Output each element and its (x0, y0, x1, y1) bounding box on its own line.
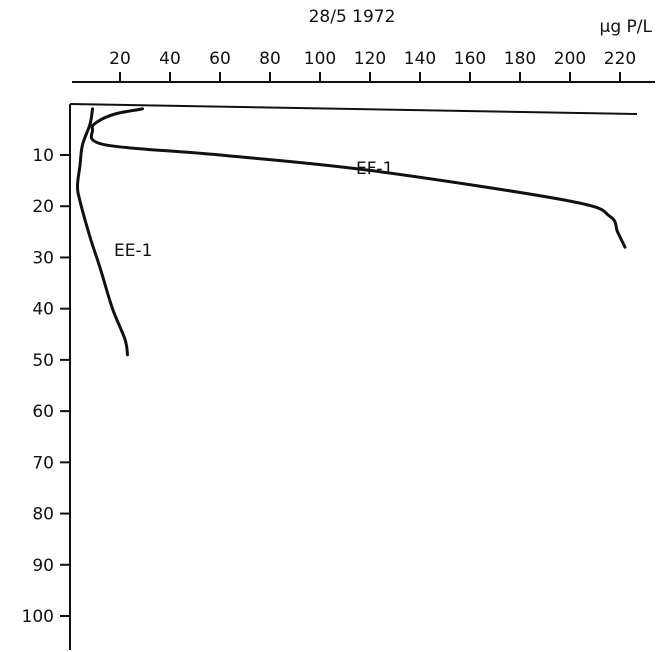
x-tick-label: 120 (354, 49, 386, 69)
x-tick-label: 160 (454, 49, 486, 69)
y-tick-label: 50 (32, 351, 54, 371)
x-tick-label: 140 (404, 49, 436, 69)
y-tick-label: 40 (32, 300, 54, 320)
x-tick-label: 60 (209, 49, 231, 69)
y-tick-label: 90 (32, 556, 54, 576)
top-frame-line (69, 103, 638, 115)
y-tick-label: 30 (32, 248, 54, 268)
x-tick-label: 180 (504, 49, 536, 69)
series-group: EF-1 EE-1 (76, 107, 627, 357)
y-tick-label: 60 (32, 402, 54, 422)
y-axis: 10 20 30 40 50 60 70 80 90 100 (22, 103, 638, 650)
x-tick-label: 20 (109, 49, 131, 69)
x-axis-unit-label: µg P/L (600, 17, 653, 37)
x-tick-label: 100 (304, 49, 336, 69)
chart-title: 28/5 1972 (309, 7, 396, 27)
x-tick-label: 200 (554, 49, 586, 69)
x-tick-label: 80 (259, 49, 281, 69)
y-tick-label: 80 (32, 505, 54, 525)
y-tick-label: 70 (32, 453, 54, 473)
series-label: EF-1 (356, 159, 393, 179)
series-line-ef-1 (89, 107, 627, 249)
series-label: EE-1 (114, 241, 152, 261)
x-tick-label: 220 (604, 49, 636, 69)
x-axis-ticks: 20 40 60 80 100 120 140 160 180 200 220 (109, 49, 636, 82)
y-tick-label: 20 (32, 197, 54, 217)
y-axis-ticks: 10 20 30 40 50 60 70 80 90 100 (22, 146, 70, 627)
y-tick-label: 10 (32, 146, 54, 166)
x-tick-label: 40 (159, 49, 181, 69)
y-tick-label: 100 (22, 607, 54, 627)
x-axis: 20 40 60 80 100 120 140 160 180 200 220 (72, 49, 655, 83)
series-line-ee-1 (76, 107, 129, 357)
